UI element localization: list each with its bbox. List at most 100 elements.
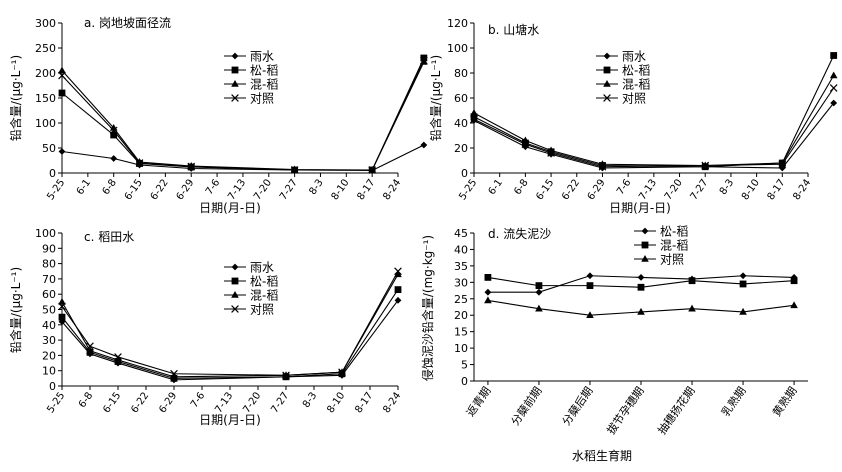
data-point xyxy=(170,369,178,378)
series-对照 xyxy=(484,296,798,319)
legend-marker xyxy=(231,277,239,285)
x-axis-label: 水稻生育期 xyxy=(572,448,632,463)
x-tick-label: 7-20 xyxy=(252,177,274,202)
series-混-稻 xyxy=(470,71,838,169)
chart-panel-d: 0 5 10 15 20 25 30 35 40 45 返青期 分蘖前期 分蘖后期 拔节孕穗期 抽穗扬花期乳… xyxy=(420,225,808,463)
data-point xyxy=(187,162,196,171)
x-tick-label: 8-3 xyxy=(307,177,325,197)
data-point xyxy=(86,346,94,354)
x-tick-label: 7-13 xyxy=(637,177,659,202)
legend-label: 混-稻 xyxy=(250,289,278,303)
x-tick-label: 6-22 xyxy=(560,177,582,202)
data-point xyxy=(420,56,428,65)
x-axis-label: 日期(月-日) xyxy=(199,413,261,427)
legend-label: 对照 xyxy=(622,92,646,106)
y-tick-label: 5 xyxy=(461,359,468,372)
legend-label: 对照 xyxy=(250,92,274,106)
legend-label: 松-稻 xyxy=(622,64,650,78)
series-line xyxy=(473,75,835,167)
y-tick-label: 20 xyxy=(454,309,468,322)
y-tick-label: 20 xyxy=(42,349,56,362)
legend-label: 混-稻 xyxy=(660,239,688,253)
legend-marker xyxy=(231,291,239,298)
series-混-稻 xyxy=(58,270,402,380)
x-tick-label: 6-1 xyxy=(75,177,93,197)
x-tick-label: 6-1 xyxy=(487,177,505,197)
legend-label: 对照 xyxy=(250,303,274,317)
legend-label: 雨水 xyxy=(250,261,274,275)
y-tick-label: 30 xyxy=(454,276,468,289)
data-point xyxy=(368,166,376,174)
data-point xyxy=(790,277,798,285)
legend-marker xyxy=(231,94,239,102)
x-tick-label: 8-3 xyxy=(301,390,319,410)
data-point xyxy=(535,282,543,290)
data-point xyxy=(470,109,478,116)
x-tick-label: 6-8 xyxy=(101,177,119,197)
data-point xyxy=(170,372,178,380)
x-tick-label: 8-24 xyxy=(381,177,403,202)
x-tick-label: 6-15 xyxy=(534,177,556,202)
data-point xyxy=(394,267,402,276)
x-tick-label: 8-24 xyxy=(791,177,813,202)
x-tick-label: 抽穗扬花期 xyxy=(655,384,698,437)
y-tick-label: 100 xyxy=(35,227,56,240)
series-line xyxy=(473,87,835,168)
y-tick-label: 250 xyxy=(35,42,56,55)
data-point xyxy=(109,126,118,135)
legend-marker xyxy=(231,263,239,271)
data-point xyxy=(688,277,696,285)
x-tick-label: 分蘖后期 xyxy=(559,384,596,428)
y-tick-label: 300 xyxy=(35,17,56,30)
legend-marker xyxy=(641,241,649,249)
data-point xyxy=(114,353,122,361)
y-tick-label: 120 xyxy=(447,17,468,30)
data-point xyxy=(86,342,94,351)
data-point xyxy=(420,141,428,149)
data-point xyxy=(739,307,747,315)
x-tick-label: 6-29 xyxy=(157,390,179,415)
series-混-稻 xyxy=(484,274,798,291)
legend-marker xyxy=(231,52,239,60)
x-tick-label: 8-17 xyxy=(353,390,375,415)
data-point xyxy=(586,311,594,319)
chart-title: b. 山塘水 xyxy=(488,22,539,37)
data-point xyxy=(586,272,594,280)
y-tick-label: 40 xyxy=(454,243,468,256)
data-point xyxy=(535,304,543,312)
data-point xyxy=(338,368,346,377)
series-line xyxy=(61,299,399,381)
data-point xyxy=(58,89,66,97)
data-point xyxy=(114,355,122,363)
data-point xyxy=(701,161,710,170)
y-tick-label: 50 xyxy=(42,304,56,317)
y-tick-label: 200 xyxy=(35,67,56,80)
y-tick-label: 60 xyxy=(454,92,468,105)
x-tick-label: 5-25 xyxy=(457,177,479,202)
legend-label: 雨水 xyxy=(622,50,646,64)
data-point xyxy=(135,159,144,167)
x-tick-label: 8-10 xyxy=(330,177,352,202)
legend-marker xyxy=(641,255,649,262)
data-point xyxy=(470,117,478,124)
y-tick-label: 0 xyxy=(49,167,56,180)
y-tick-label: 90 xyxy=(42,242,56,255)
x-tick-label: 7-6 xyxy=(189,390,207,410)
x-tick-label: 7-27 xyxy=(689,177,711,202)
series-line xyxy=(61,61,425,171)
data-point xyxy=(830,99,838,107)
y-tick-label: 150 xyxy=(35,92,56,105)
x-tick-label: 8-17 xyxy=(355,177,377,202)
y-axis-label: 侵蚀泥沙铅含量/(mg·kg⁻¹) xyxy=(420,235,435,381)
data-point xyxy=(521,140,530,149)
y-tick-label: 35 xyxy=(454,260,468,273)
y-tick-label: 100 xyxy=(447,42,468,55)
data-point xyxy=(58,297,66,305)
legend-label: 对照 xyxy=(660,253,684,267)
x-tick-label: 8-10 xyxy=(325,390,347,415)
x-tick-label: 6-22 xyxy=(129,390,151,415)
data-point xyxy=(394,296,402,304)
chart-title: d. 流失泥沙 xyxy=(488,226,551,241)
y-tick-label: 100 xyxy=(35,117,56,130)
data-point xyxy=(470,113,478,121)
